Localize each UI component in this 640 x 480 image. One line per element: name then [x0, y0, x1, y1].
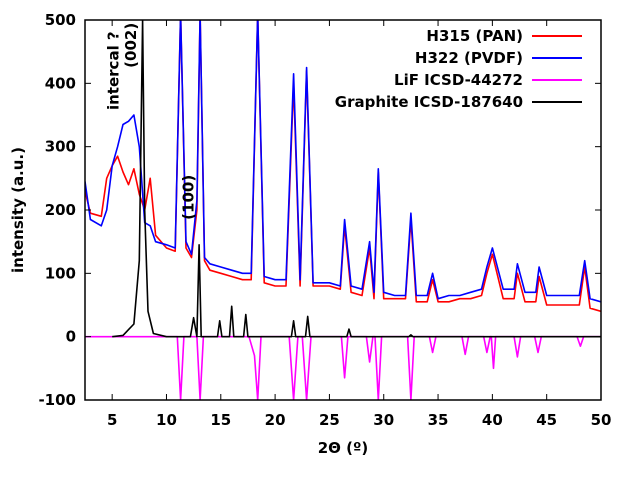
x-tick-label: 40 [482, 411, 503, 429]
legend-label: H315 (PAN) [426, 27, 523, 45]
x-tick-label: 15 [210, 411, 231, 429]
legend: H315 (PAN) H322 (PVDF) LiF ICSD-44272 Graph… [335, 27, 582, 111]
x-axis-label: 2Θ (º) [318, 439, 369, 457]
series-layer [85, 20, 601, 400]
y-axis: -100 0 100 200 300 400 500 [38, 11, 601, 409]
y-tick-label: 0 [66, 328, 76, 346]
y-tick-label: 500 [45, 11, 76, 29]
series-line-4 [112, 20, 601, 338]
y-tick-label: -100 [38, 391, 76, 409]
annotations: intercal ? (002) (100) [105, 23, 198, 220]
x-tick-label: 10 [156, 411, 177, 429]
legend-label: H322 (PVDF) [415, 49, 523, 67]
annotation-label: (002) [122, 23, 140, 68]
annotation-label: intercal ? [105, 31, 123, 110]
y-tick-label: 100 [45, 264, 76, 282]
x-tick-label: 20 [265, 411, 286, 429]
x-tick-label: 35 [428, 411, 449, 429]
x-axis: 5 10 15 20 25 30 35 40 45 50 [107, 20, 611, 429]
x-tick-label: 50 [591, 411, 612, 429]
series-line-1 [85, 20, 601, 313]
series-line-2 [85, 20, 601, 303]
legend-label: LiF ICSD-44272 [394, 71, 523, 89]
annotation-label: (100) [180, 175, 198, 220]
x-tick-label: 30 [373, 411, 394, 429]
y-tick-label: 200 [45, 201, 76, 219]
y-axis-label: intensity (a.u.) [9, 147, 27, 273]
x-tick-label: 45 [536, 411, 557, 429]
plot-frame [84, 19, 602, 401]
x-tick-label: 5 [107, 411, 117, 429]
legend-label: Graphite ICSD-187640 [335, 93, 523, 111]
series-line-3 [85, 335, 601, 400]
x-tick-label: 25 [319, 411, 340, 429]
y-tick-label: 300 [45, 138, 76, 156]
y-tick-label: 400 [45, 74, 76, 92]
